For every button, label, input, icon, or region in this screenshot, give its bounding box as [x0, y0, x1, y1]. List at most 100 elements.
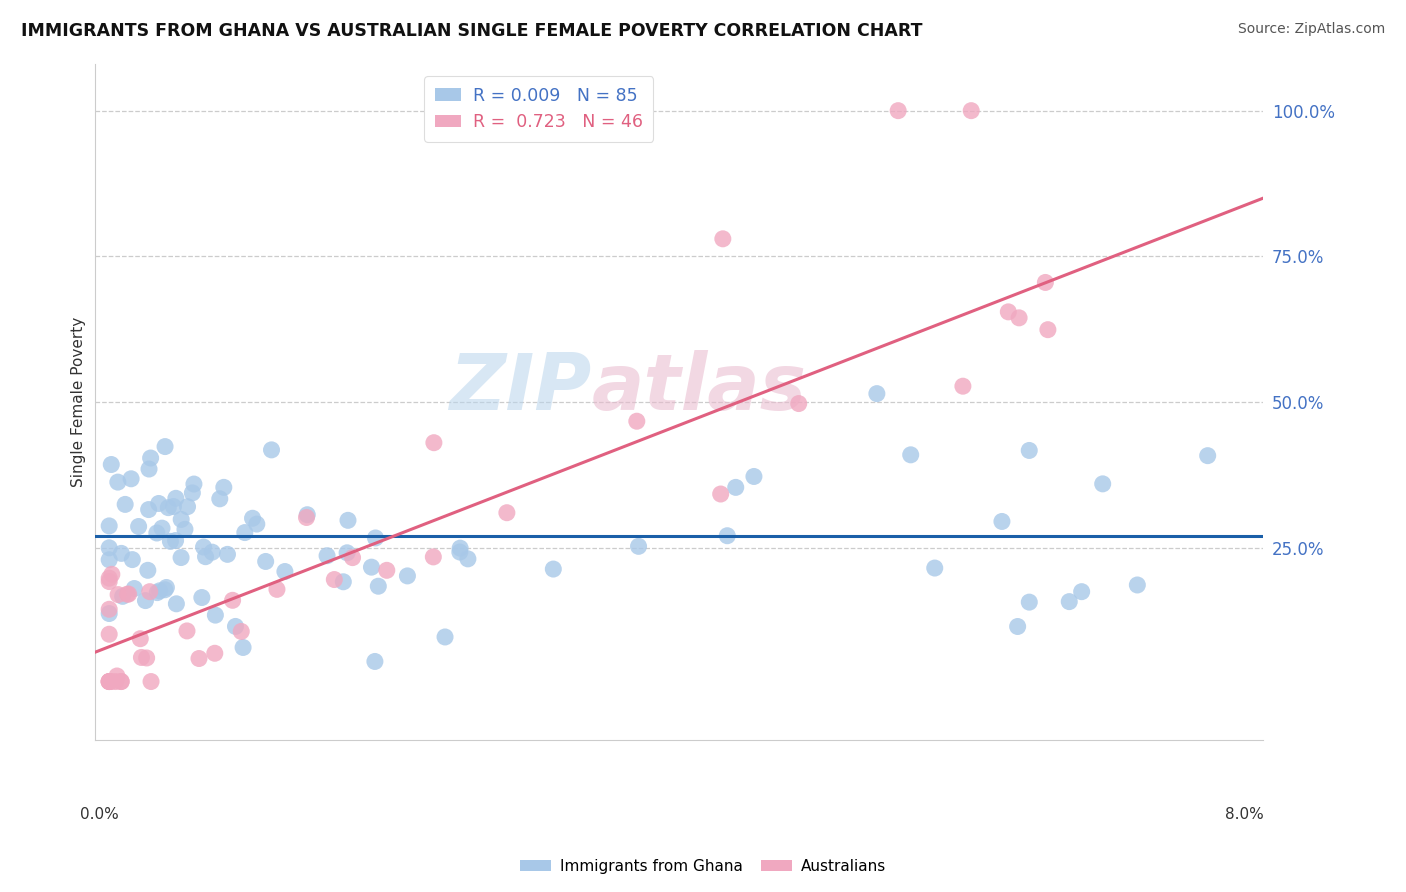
Point [98, 553, 121, 567]
Point [787, 396, 810, 410]
Point [107, 588, 129, 602]
Point [246, 517, 269, 532]
Point [157, 500, 180, 515]
Point [100, 674, 122, 689]
Point [997, 305, 1019, 319]
Point [105, 669, 128, 683]
Point [128, 519, 150, 533]
Point [153, 582, 176, 597]
Point [138, 584, 160, 599]
Point [208, 491, 231, 506]
Point [1018, 595, 1040, 609]
Point [138, 502, 160, 516]
Point [98, 674, 121, 689]
Point [742, 469, 765, 483]
Point [183, 477, 205, 491]
Point [135, 651, 157, 665]
Point [146, 526, 169, 541]
Point [627, 539, 650, 553]
Point [136, 563, 159, 577]
Point [396, 569, 419, 583]
Point [170, 550, 193, 565]
Point [153, 440, 176, 454]
Point [260, 442, 283, 457]
Point [1070, 584, 1092, 599]
Legend: R = 0.009   N = 85, R =  0.723   N = 46: R = 0.009 N = 85, R = 0.723 N = 46 [425, 76, 654, 142]
Point [148, 583, 170, 598]
Point [114, 497, 136, 511]
Point [155, 581, 177, 595]
Point [201, 545, 224, 559]
Point [224, 619, 246, 633]
Point [194, 549, 217, 564]
Point [204, 608, 226, 623]
Point [710, 487, 733, 501]
Point [110, 674, 132, 689]
Point [434, 630, 457, 644]
Point [316, 549, 339, 563]
Point [98, 574, 121, 589]
Point [98, 674, 121, 689]
Point [1057, 594, 1080, 608]
Point [342, 550, 364, 565]
Point [165, 597, 187, 611]
Point [924, 561, 946, 575]
Point [711, 232, 734, 246]
Point [162, 500, 184, 514]
Point [1036, 323, 1059, 337]
Point [232, 640, 254, 655]
Point [1126, 578, 1149, 592]
Point [900, 448, 922, 462]
Point [960, 103, 983, 118]
Point [496, 506, 519, 520]
Point [188, 651, 211, 665]
Point [724, 480, 747, 494]
Point [129, 632, 152, 646]
Point [98, 674, 121, 689]
Point [242, 511, 264, 525]
Point [131, 650, 153, 665]
Point [1197, 449, 1219, 463]
Point [165, 491, 187, 506]
Point [98, 571, 121, 585]
Point [212, 480, 235, 494]
Point [110, 674, 132, 689]
Point [98, 541, 121, 555]
Point [221, 593, 243, 607]
Point [170, 512, 193, 526]
Point [204, 646, 226, 660]
Text: atlas: atlas [592, 351, 806, 426]
Point [337, 513, 360, 527]
Point [1018, 443, 1040, 458]
Point [254, 554, 277, 568]
Point [449, 541, 471, 556]
Point [1008, 310, 1031, 325]
Point [98, 602, 121, 616]
Point [104, 674, 127, 689]
Point [297, 508, 319, 522]
Point [146, 585, 169, 599]
Point [191, 591, 214, 605]
Point [887, 103, 910, 118]
Point [952, 379, 974, 393]
Text: 0.0%: 0.0% [80, 807, 118, 822]
Point [295, 510, 318, 524]
Point [543, 562, 565, 576]
Point [98, 607, 121, 621]
Point [866, 386, 889, 401]
Point [323, 573, 346, 587]
Point [266, 582, 288, 597]
Legend: Immigrants from Ghana, Australians: Immigrants from Ghana, Australians [515, 853, 891, 880]
Point [176, 500, 198, 514]
Point [165, 533, 187, 548]
Point [110, 546, 132, 560]
Text: IMMIGRANTS FROM GHANA VS AUSTRALIAN SINGLE FEMALE POVERTY CORRELATION CHART: IMMIGRANTS FROM GHANA VS AUSTRALIAN SING… [21, 22, 922, 40]
Point [626, 414, 648, 428]
Point [139, 450, 162, 465]
Point [121, 552, 143, 566]
Point [139, 674, 162, 689]
Point [118, 587, 141, 601]
Point [233, 525, 256, 540]
Point [457, 552, 479, 566]
Point [274, 565, 297, 579]
